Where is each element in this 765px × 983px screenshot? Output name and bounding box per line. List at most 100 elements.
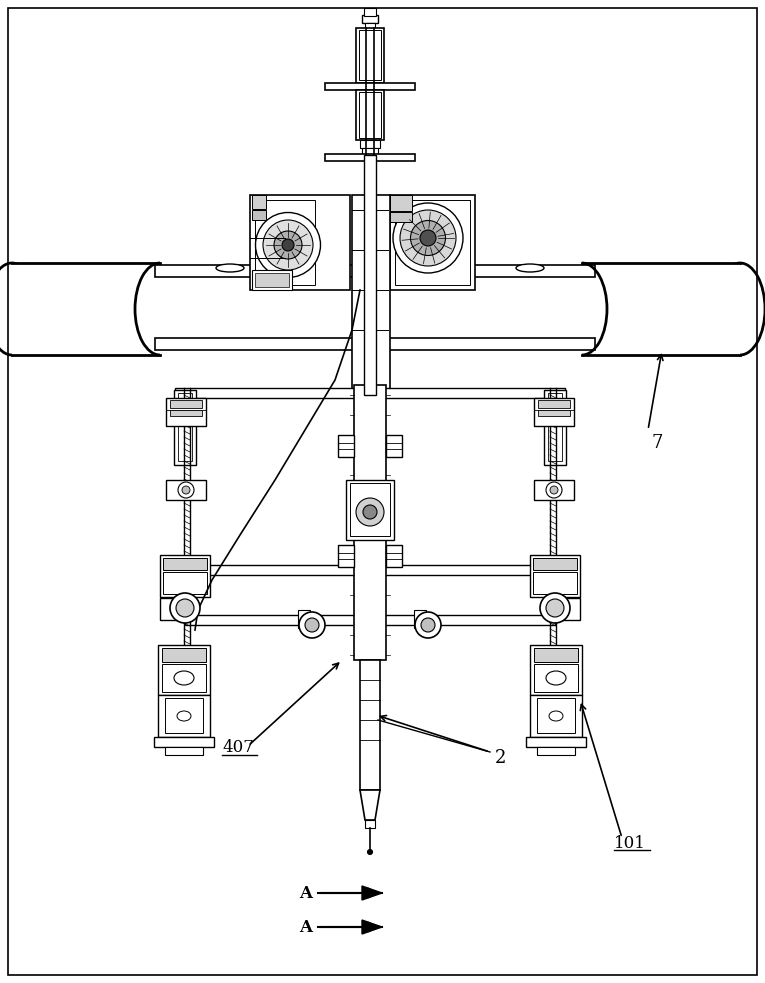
Ellipse shape	[263, 220, 313, 270]
Bar	[356, 90, 384, 140]
Bar	[530, 555, 580, 597]
Bar	[252, 270, 292, 290]
Bar	[298, 610, 310, 628]
Bar	[158, 645, 210, 695]
Ellipse shape	[546, 599, 564, 617]
Bar	[158, 695, 210, 737]
Ellipse shape	[182, 486, 190, 494]
Bar	[359, 92, 381, 138]
Bar	[362, 148, 378, 154]
Bar	[166, 398, 206, 426]
Ellipse shape	[356, 498, 384, 526]
Bar	[390, 195, 475, 290]
Bar	[548, 393, 562, 461]
Bar	[350, 483, 390, 536]
Bar	[352, 195, 390, 390]
Bar	[356, 28, 384, 83]
Bar	[537, 698, 575, 733]
Bar	[530, 645, 582, 695]
Bar	[325, 83, 415, 90]
Bar	[538, 410, 570, 416]
Bar	[163, 558, 207, 570]
Bar	[162, 664, 206, 692]
Bar	[534, 480, 574, 500]
Text: A: A	[299, 885, 312, 901]
Bar	[390, 195, 412, 211]
Bar	[538, 400, 570, 408]
Bar	[162, 648, 206, 662]
Bar	[178, 393, 192, 461]
Bar	[533, 572, 577, 594]
Ellipse shape	[274, 231, 302, 259]
Bar	[537, 747, 575, 755]
Ellipse shape	[400, 210, 456, 266]
Polygon shape	[362, 886, 382, 900]
Ellipse shape	[363, 505, 377, 519]
Ellipse shape	[715, 263, 765, 355]
Bar	[160, 555, 210, 597]
Bar	[365, 23, 375, 28]
Bar	[154, 737, 214, 747]
Ellipse shape	[367, 849, 373, 854]
Bar	[386, 545, 402, 567]
Bar	[155, 265, 595, 277]
Bar	[163, 572, 207, 594]
Bar	[534, 664, 578, 692]
Ellipse shape	[420, 230, 436, 246]
Bar	[354, 385, 386, 660]
Bar	[166, 480, 206, 500]
Bar	[170, 410, 202, 416]
Ellipse shape	[393, 203, 463, 273]
Bar	[526, 737, 586, 747]
Bar	[252, 195, 266, 209]
Bar	[386, 435, 402, 457]
Ellipse shape	[516, 264, 544, 272]
Bar	[255, 273, 289, 287]
Ellipse shape	[550, 486, 558, 494]
Bar	[552, 598, 580, 620]
Ellipse shape	[256, 212, 321, 277]
Bar	[582, 263, 740, 355]
Bar	[252, 210, 266, 220]
Bar	[414, 610, 426, 628]
Ellipse shape	[415, 612, 441, 638]
Ellipse shape	[411, 220, 445, 256]
Ellipse shape	[0, 263, 37, 355]
Bar	[160, 598, 188, 620]
Bar	[534, 648, 578, 662]
Ellipse shape	[174, 671, 194, 685]
Ellipse shape	[299, 612, 325, 638]
Bar	[338, 545, 354, 567]
Bar	[390, 212, 412, 222]
Bar	[360, 660, 380, 790]
Bar	[185, 615, 555, 625]
Bar	[12, 263, 160, 355]
Ellipse shape	[546, 482, 562, 498]
Bar	[364, 155, 376, 395]
Ellipse shape	[305, 618, 319, 632]
Bar	[165, 698, 203, 733]
Bar	[255, 200, 315, 285]
Bar	[544, 390, 566, 465]
Text: 407: 407	[222, 739, 254, 757]
Bar	[346, 480, 394, 540]
Polygon shape	[360, 790, 380, 820]
Ellipse shape	[178, 482, 194, 498]
Text: 7: 7	[652, 434, 663, 452]
Ellipse shape	[549, 711, 563, 721]
Bar	[534, 398, 574, 426]
Text: 2: 2	[495, 749, 506, 767]
Ellipse shape	[216, 264, 244, 272]
Bar	[165, 747, 203, 755]
Bar	[338, 435, 354, 457]
Bar	[359, 30, 381, 80]
Bar	[170, 400, 202, 408]
Text: 101: 101	[614, 835, 646, 851]
Bar	[250, 195, 350, 290]
Bar	[533, 558, 577, 570]
Bar	[364, 8, 376, 16]
Ellipse shape	[177, 711, 191, 721]
Ellipse shape	[540, 593, 570, 623]
Ellipse shape	[176, 599, 194, 617]
Ellipse shape	[170, 593, 200, 623]
